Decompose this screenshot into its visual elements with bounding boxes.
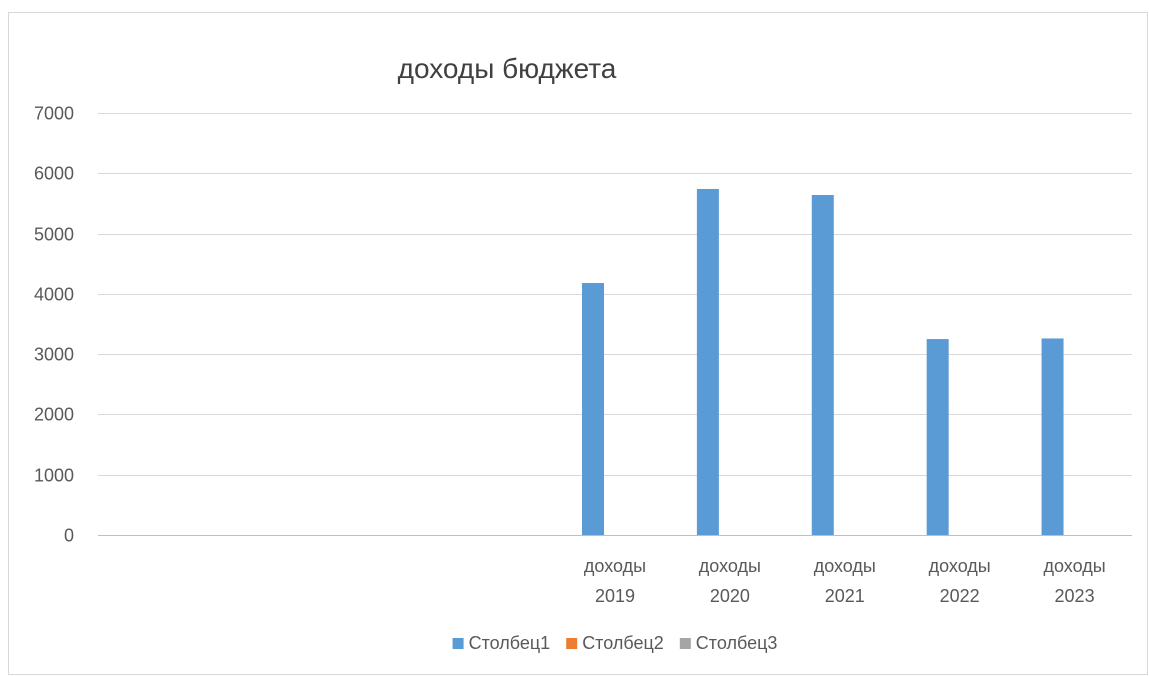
legend-label: Столбец1 bbox=[469, 633, 551, 653]
x-tick-label: 2020 bbox=[710, 586, 750, 606]
x-tick-label: 2022 bbox=[940, 586, 980, 606]
chart-frame bbox=[8, 12, 1148, 675]
legend-item: Столбец3 bbox=[679, 633, 778, 653]
legend-swatch bbox=[679, 638, 691, 649]
y-tick-label: 2000 bbox=[34, 405, 74, 425]
y-tick-label: 3000 bbox=[34, 345, 74, 365]
y-tick-label: 6000 bbox=[34, 164, 74, 184]
legend-label: Столбец2 bbox=[582, 633, 664, 653]
legend: Столбец1 Столбец2 Столбец3 bbox=[452, 633, 778, 653]
x-tick-label: доходы bbox=[814, 556, 876, 576]
y-tick-label: 0 bbox=[64, 526, 74, 546]
y-tick-label: 7000 bbox=[34, 104, 74, 124]
legend-item: Столбец2 bbox=[566, 633, 664, 653]
gridlines bbox=[98, 113, 1132, 536]
x-tick-label: доходы bbox=[1043, 556, 1105, 576]
x-tick-label: доходы bbox=[584, 556, 646, 576]
y-tick-label: 4000 bbox=[34, 285, 74, 305]
y-axis-ticks: 0 1000 2000 3000 4000 5000 6000 7000 bbox=[34, 104, 74, 546]
bar-столбец1 bbox=[696, 188, 719, 535]
bar-столбец1 bbox=[811, 194, 834, 535]
bar-столбец1 bbox=[926, 339, 949, 535]
y-tick-label: 5000 bbox=[34, 225, 74, 245]
legend-label: Столбец3 bbox=[696, 633, 778, 653]
bar-столбец1 bbox=[1041, 338, 1064, 535]
x-tick-label: 2023 bbox=[1055, 586, 1095, 606]
x-tick-label: 2019 bbox=[595, 586, 635, 606]
x-tick-label: 2021 bbox=[825, 586, 865, 606]
bars bbox=[582, 188, 1064, 535]
x-axis-ticks: доходы 2019 доходы 2020 доходы 2021 доходы 2022… bbox=[584, 556, 1106, 606]
chart-title: доходы бюджета bbox=[398, 53, 617, 84]
y-tick-label: 1000 bbox=[34, 466, 74, 486]
x-tick-label: доходы bbox=[699, 556, 761, 576]
legend-swatch bbox=[566, 638, 578, 649]
bar-столбец1 bbox=[582, 283, 604, 535]
legend-item: Столбец1 bbox=[452, 633, 551, 653]
x-tick-label: доходы bbox=[929, 556, 991, 576]
legend-swatch bbox=[452, 638, 464, 649]
